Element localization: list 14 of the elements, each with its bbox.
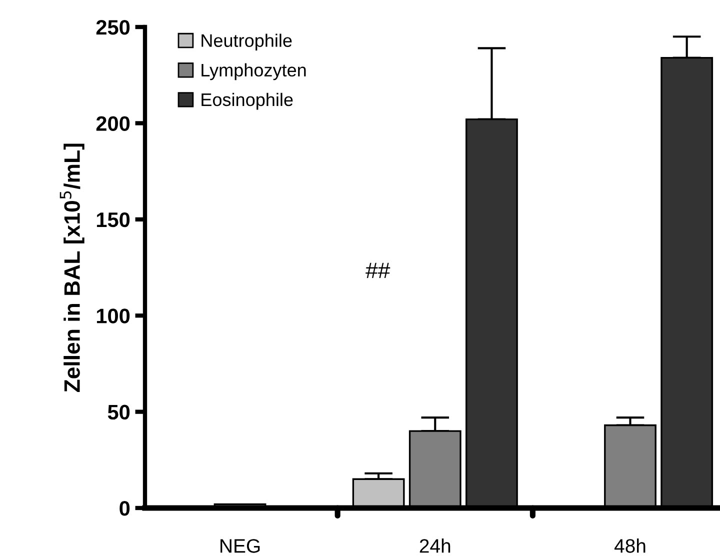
y-tick-label: 200 bbox=[96, 116, 130, 131]
y-axis-title: Zellen in BAL [x10$^{5}$/mL] bbox=[60, 144, 84, 392]
y-tick-label: 50 bbox=[108, 404, 130, 420]
x-tick-label: NEG bbox=[220, 539, 260, 553]
y-tick-label: 100 bbox=[96, 308, 130, 324]
x-tick-label: 48h bbox=[614, 538, 646, 553]
x-tick-label: 24h bbox=[420, 538, 450, 553]
legend-label: Eosinophile bbox=[202, 92, 293, 110]
legend-label: Neutrophile bbox=[202, 34, 292, 51]
annotation: ## bbox=[366, 262, 390, 278]
y-tick-label: 0 bbox=[120, 501, 130, 516]
y-tick-label: 150 bbox=[96, 212, 130, 228]
legend-label: Lymphozyten bbox=[202, 63, 306, 80]
y-tick-label: 250 bbox=[96, 20, 130, 35]
